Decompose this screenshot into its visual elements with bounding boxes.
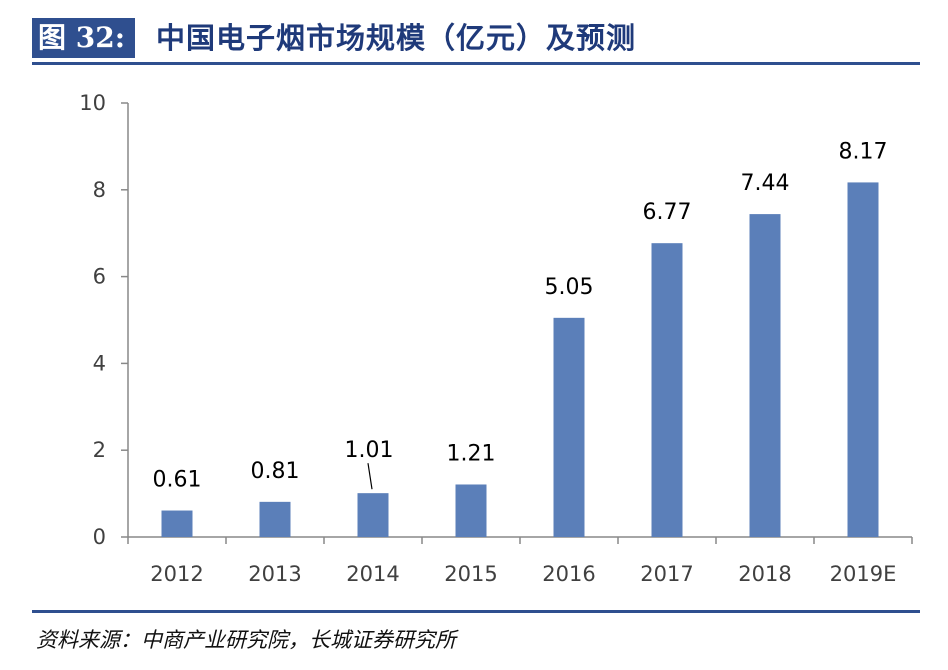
y-tick-label: 2 bbox=[93, 438, 106, 462]
data-label: 7.44 bbox=[741, 171, 790, 196]
bar-2016 bbox=[553, 317, 585, 537]
figure-title: 中国电子烟市场规模（亿元）及预测 bbox=[156, 21, 637, 55]
x-tick-label: 2019E bbox=[830, 562, 897, 586]
data-label-leader bbox=[367, 463, 373, 490]
data-label: 1.01 bbox=[345, 438, 394, 463]
data-label: 6.77 bbox=[643, 200, 692, 225]
bar-2014 bbox=[357, 493, 389, 537]
x-tick-label: 2015 bbox=[444, 562, 497, 586]
source-note: 资料来源：中商产业研究院，长城证券研究所 bbox=[36, 628, 456, 652]
top-rule bbox=[32, 62, 920, 65]
y-tick-label: 8 bbox=[93, 178, 106, 202]
x-tick-label: 2016 bbox=[542, 562, 595, 586]
y-tick-label: 0 bbox=[93, 525, 106, 549]
x-tick-label: 2014 bbox=[346, 562, 399, 586]
bar-2019E bbox=[847, 182, 879, 537]
x-tick-label: 2018 bbox=[738, 562, 791, 586]
data-label: 0.61 bbox=[153, 468, 202, 493]
data-label: 5.05 bbox=[545, 275, 594, 300]
bar-chart: 0 2 4 6 8 10 2012 0.61 2013 0.81 2014 1.01 2015 1.21 2… bbox=[79, 91, 913, 586]
bar-2013 bbox=[259, 501, 291, 537]
data-label: 1.21 bbox=[447, 441, 496, 466]
x-tick-label: 2012 bbox=[150, 562, 203, 586]
bar-2018 bbox=[749, 214, 781, 537]
y-tick-label: 6 bbox=[93, 265, 106, 289]
bar-2012 bbox=[161, 510, 193, 537]
y-tick-label: 4 bbox=[93, 351, 106, 375]
x-tick-label: 2013 bbox=[248, 562, 301, 586]
bottom-rule bbox=[32, 610, 920, 613]
x-tick-label: 2017 bbox=[640, 562, 693, 586]
y-tick-label: 10 bbox=[79, 91, 106, 115]
figure-label: 图 32: bbox=[32, 18, 136, 58]
figure-header: 图 32: 中国电子烟市场规模（亿元）及预测 bbox=[32, 18, 920, 60]
data-label: 0.81 bbox=[251, 459, 300, 484]
bar-2015 bbox=[455, 484, 487, 537]
data-label: 8.17 bbox=[839, 139, 888, 164]
bar-2017 bbox=[651, 243, 683, 537]
